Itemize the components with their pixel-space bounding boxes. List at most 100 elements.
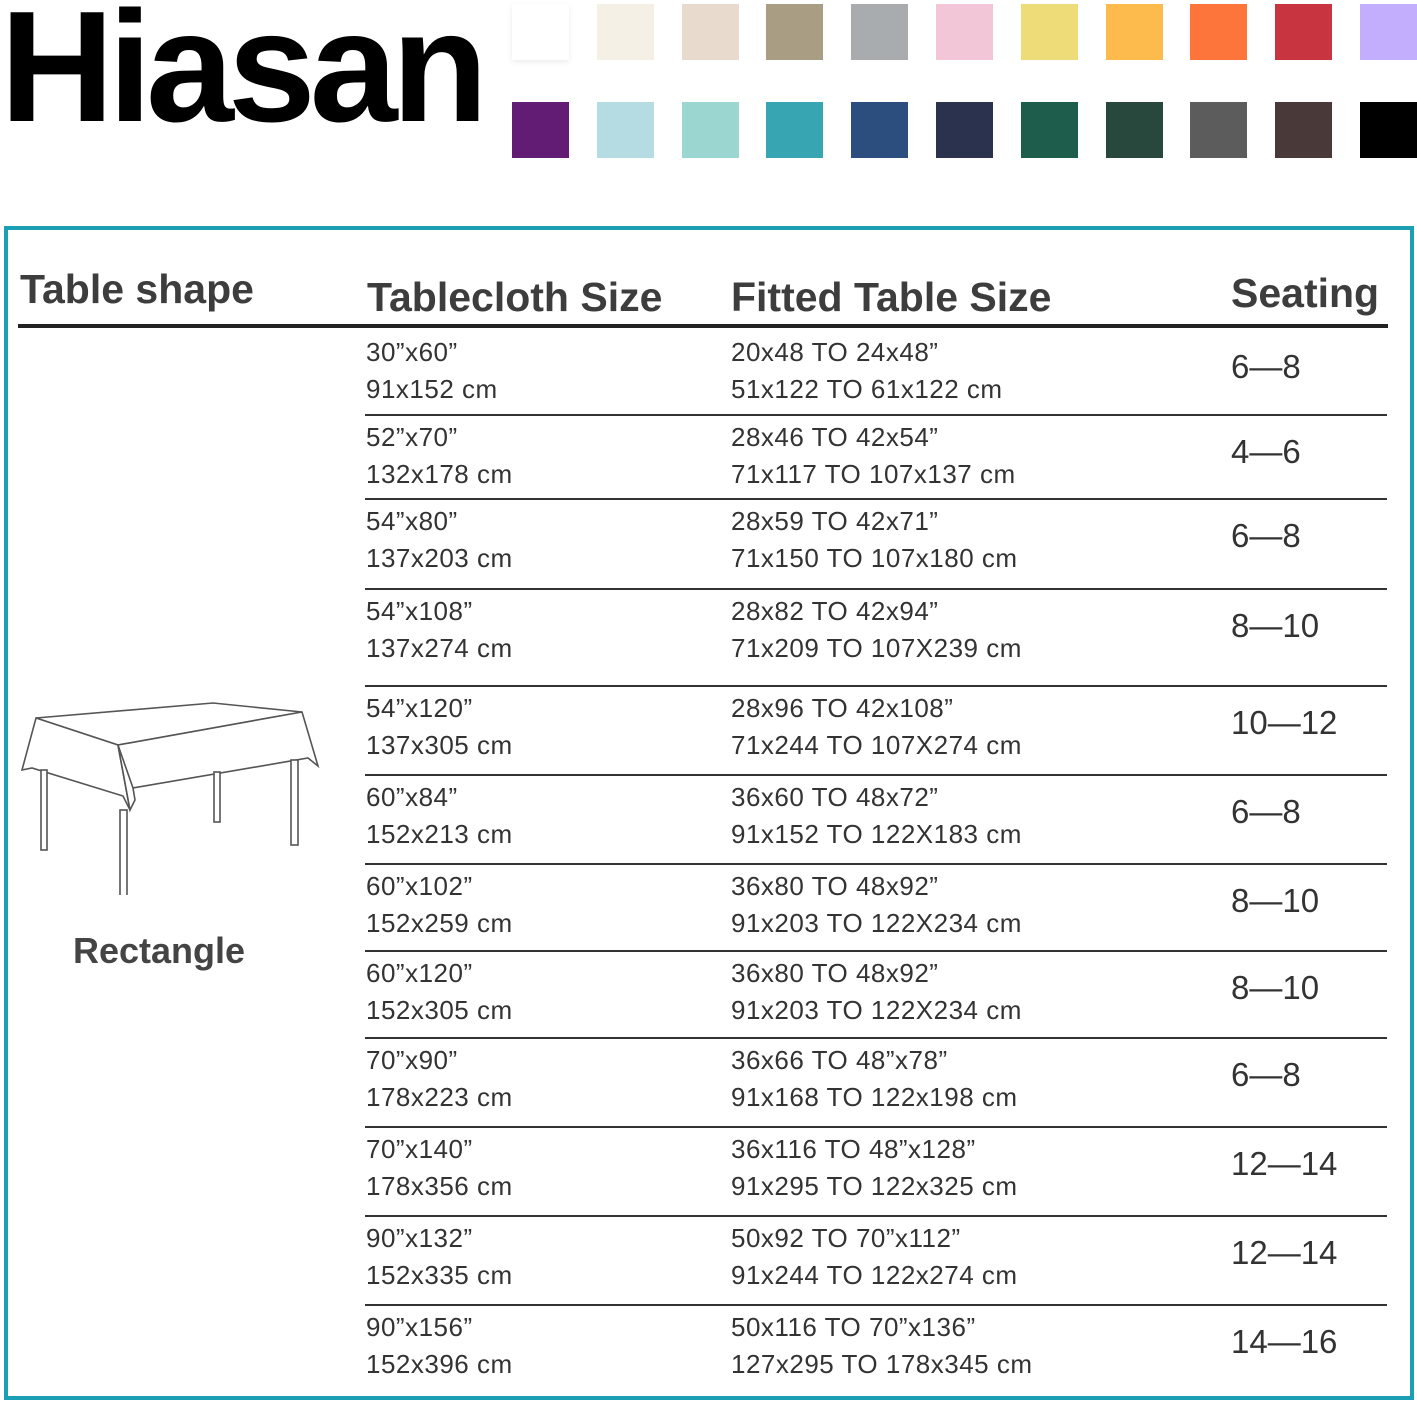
color-swatch (1105, 102, 1163, 158)
tablecloth-size-inches: 52”x70” (366, 422, 458, 452)
fitted-size-cm: 91x244 TO 122x274 cm (731, 1260, 1018, 1290)
color-swatch (936, 4, 993, 60)
color-swatch (1020, 102, 1078, 158)
fitted-size-cm: 71x244 TO 107X274 cm (731, 730, 1022, 760)
color-swatch (681, 102, 739, 158)
seating-capacity: 10—12 (1231, 704, 1338, 741)
row-divider (365, 863, 1387, 865)
tablecloth-size-inches: 60”x120” (366, 958, 473, 988)
color-swatch (1275, 4, 1333, 60)
fitted-size-inches: 28x59 TO 42x71” (731, 506, 939, 536)
header-tablecloth-size: Tablecloth Size (367, 274, 663, 320)
row-divider (365, 498, 1387, 500)
fitted-size-cm: 71x209 TO 107X239 cm (731, 633, 1022, 663)
seating-capacity: 8—10 (1231, 882, 1320, 919)
fitted-size-inches: 36x60 TO 48x72” (731, 782, 939, 812)
row-divider (365, 1037, 1387, 1039)
tablecloth-size-cm: 137x274 cm (366, 633, 513, 663)
color-swatch (681, 4, 739, 60)
fitted-size-cm: 51x122 TO 61x122 cm (731, 374, 1003, 404)
color-swatch (512, 102, 569, 158)
tablecloth-size-inches: 54”x120” (366, 693, 473, 723)
seating-capacity: 6—8 (1231, 793, 1301, 830)
fitted-size-inches: 28x96 TO 42x108” (731, 693, 954, 723)
tablecloth-size-cm: 152x305 cm (366, 995, 513, 1025)
seating-capacity: 12—14 (1231, 1234, 1338, 1271)
color-swatch (596, 102, 654, 158)
seating-capacity: 8—10 (1231, 607, 1320, 644)
header-seating: Seating (1231, 270, 1380, 316)
seating-capacity: 4—6 (1231, 433, 1301, 470)
fitted-size-cm: 91x168 TO 122x198 cm (731, 1082, 1018, 1112)
fitted-size-inches: 36x80 TO 48x92” (731, 871, 939, 901)
seating-capacity: 14—16 (1231, 1323, 1338, 1360)
color-swatch (1190, 4, 1248, 60)
fitted-size-inches: 36x80 TO 48x92” (731, 958, 939, 988)
row-divider (365, 414, 1387, 416)
tablecloth-size-cm: 178x223 cm (366, 1082, 513, 1112)
fitted-size-inches: 36x66 TO 48”x78” (731, 1045, 948, 1075)
tablecloth-size-inches: 70”x140” (366, 1134, 473, 1164)
color-swatch (1360, 102, 1417, 158)
row-divider (365, 950, 1387, 952)
tablecloth-size-cm: 152x213 cm (366, 819, 513, 849)
rectangle-table-icon (20, 702, 320, 895)
fitted-size-inches: 28x46 TO 42x54” (731, 422, 939, 452)
header-fitted-table-size: Fitted Table Size (731, 274, 1052, 320)
tablecloth-size-inches: 90”x156” (366, 1312, 473, 1342)
color-swatch (596, 4, 654, 60)
seating-capacity: 6—8 (1231, 348, 1301, 385)
seating-capacity: 8—10 (1231, 969, 1320, 1006)
color-swatch (766, 102, 824, 158)
header-table-shape: Table shape (20, 266, 254, 312)
fitted-size-cm: 71x117 TO 107x137 cm (731, 459, 1016, 489)
row-divider (365, 588, 1387, 590)
row-divider (365, 685, 1387, 687)
fitted-size-inches: 28x82 TO 42x94” (731, 596, 939, 626)
row-divider (365, 1215, 1387, 1217)
tablecloth-size-cm: 132x178 cm (366, 459, 513, 489)
color-swatch (936, 102, 993, 158)
color-swatch (1105, 4, 1163, 60)
fitted-size-cm: 91x203 TO 122X234 cm (731, 908, 1022, 938)
seating-capacity: 6—8 (1231, 1056, 1301, 1093)
tablecloth-size-inches: 90”x132” (366, 1223, 473, 1253)
fitted-size-inches: 50x92 TO 70”x112” (731, 1223, 961, 1253)
tablecloth-size-inches: 54”x108” (366, 596, 473, 626)
tablecloth-size-cm: 152x335 cm (366, 1260, 513, 1290)
fitted-size-cm: 91x295 TO 122x325 cm (731, 1171, 1018, 1201)
color-swatch (1360, 4, 1417, 60)
color-swatch (851, 4, 909, 60)
tablecloth-size-inches: 30”x60” (366, 337, 458, 367)
fitted-size-inches: 50x116 TO 70”x136” (731, 1312, 976, 1342)
fitted-size-cm: 127x295 TO 178x345 cm (731, 1349, 1033, 1379)
seating-capacity: 12—14 (1231, 1145, 1338, 1182)
fitted-size-cm: 91x152 TO 122X183 cm (731, 819, 1022, 849)
tablecloth-size-cm: 137x203 cm (366, 543, 513, 573)
tablecloth-size-cm: 137x305 cm (366, 730, 513, 760)
color-swatch (851, 102, 909, 158)
fitted-size-cm: 91x203 TO 122X234 cm (731, 995, 1022, 1025)
tablecloth-size-cm: 91x152 cm (366, 374, 498, 404)
tablecloth-size-inches: 54”x80” (366, 506, 458, 536)
color-swatch (512, 4, 569, 60)
color-swatch (1020, 4, 1078, 60)
fitted-size-cm: 71x150 TO 107x180 cm (731, 543, 1018, 573)
size-chart-frame (4, 226, 1414, 1400)
tablecloth-size-cm: 152x396 cm (366, 1349, 513, 1379)
tablecloth-size-inches: 60”x84” (366, 782, 458, 812)
fitted-size-inches: 20x48 TO 24x48” (731, 337, 939, 367)
fitted-size-inches: 36x116 TO 48”x128” (731, 1134, 976, 1164)
tablecloth-size-cm: 178x356 cm (366, 1171, 513, 1201)
tablecloth-size-inches: 60”x102” (366, 871, 473, 901)
color-swatch (766, 4, 824, 60)
color-swatch (1190, 102, 1248, 158)
tablecloth-size-cm: 152x259 cm (366, 908, 513, 938)
row-divider (365, 1304, 1387, 1306)
tablecloth-size-inches: 70”x90” (366, 1045, 458, 1075)
header-divider (18, 324, 1388, 328)
row-divider (365, 1126, 1387, 1128)
shape-label-rectangle: Rectangle (73, 930, 246, 971)
color-swatch (1275, 102, 1333, 158)
brand-logo: Hiasan (0, 0, 488, 155)
